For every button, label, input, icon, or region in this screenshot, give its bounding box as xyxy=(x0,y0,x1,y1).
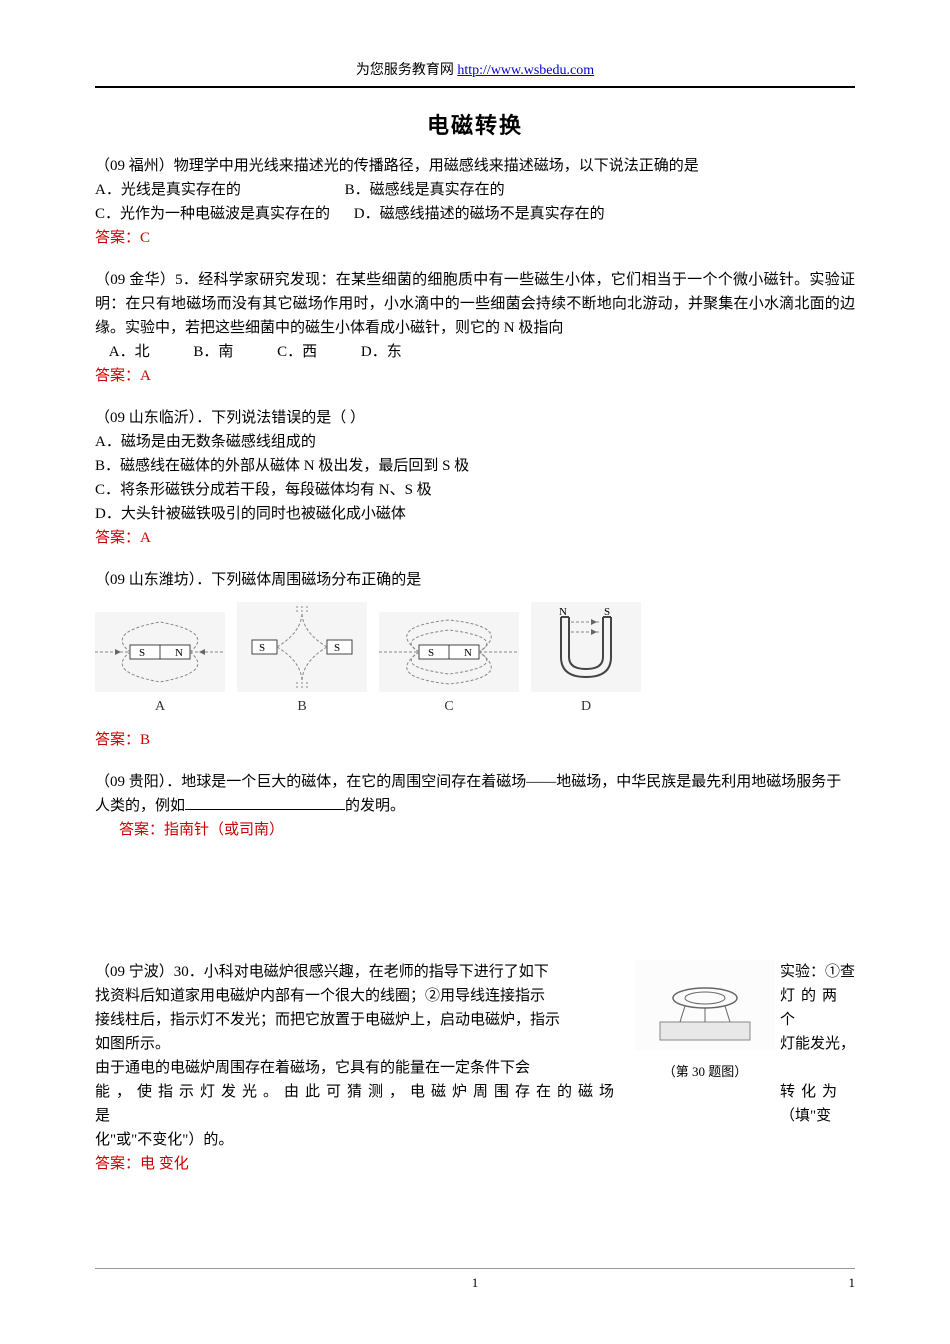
question-2: （09 金华）5．经科学家研究发现：在某些细菌的细胞质中有一些磁生小体，它们相当… xyxy=(95,268,855,388)
svg-text:S: S xyxy=(139,647,145,659)
bar-magnet-c-icon: S N xyxy=(379,612,519,692)
svg-text:N: N xyxy=(175,647,183,659)
q3-opt-c: C．将条形磁铁分成若干段，每段磁体均有 N、S 极 xyxy=(95,478,855,502)
bar-magnet-a-icon: S N xyxy=(95,612,225,692)
question-5: （09 贵阳）．地球是一个巨大的磁体，在它的周围空间存在着磁场——地磁场，中华民… xyxy=(95,770,855,842)
induction-cooker-icon xyxy=(635,960,775,1050)
page-title: 电磁转换 xyxy=(95,108,855,143)
q5-stem-part1: （09 贵阳）．地球是一个巨大的磁体，在它的周围空间存在着磁场——地磁场，中华民… xyxy=(95,774,841,814)
q3-opt-a: A．磁场是由无数条磁感线组成的 xyxy=(95,430,855,454)
q2-opt-c: C．西 xyxy=(277,340,317,364)
footer-right: 1 xyxy=(849,1273,856,1294)
q5-blank xyxy=(185,809,345,810)
q3-stem: （09 山东临沂）．下列说法错误的是（ ） xyxy=(95,406,855,430)
q9-line4: 如图所示。 xyxy=(95,1032,630,1056)
question-4: （09 山东潍坊）．下列磁体周围磁场分布正确的是 S N A xyxy=(95,568,855,752)
q1-opt-a: A．光线是真实存在的 xyxy=(95,178,241,202)
q4-diagram-c: S N C xyxy=(379,612,519,718)
q2-opt-a: A．北 xyxy=(109,340,150,364)
header: 为您服务教育网 http://www.wsbedu.com xyxy=(95,60,855,88)
q2-opt-d: D．东 xyxy=(361,340,402,364)
q4-diagram-b: S S B xyxy=(237,602,367,718)
svg-text:S: S xyxy=(259,642,265,654)
q9-line2a: 找资料后知道家用电磁炉内部有一个很大的线圈；②用导线连接指示 xyxy=(95,984,630,1008)
q2-opt-b: B．南 xyxy=(193,340,233,364)
footer-center: 1 xyxy=(472,1275,479,1290)
q9-line3a: 接线柱后，指示灯不发光；而把它放置于电磁炉上，启动电磁炉，指示 xyxy=(95,1008,630,1032)
q3-answer: 答案：A xyxy=(95,526,855,550)
q9-caption: （第 30 题图） xyxy=(630,1062,780,1083)
footer: 1 1 xyxy=(95,1268,855,1294)
q9-line6a: 能，使指示灯发光。由此可猜测，电磁炉周围存在的磁场是 xyxy=(95,1080,630,1128)
q9-line1b: 实验：①查 xyxy=(780,960,855,984)
spacer xyxy=(95,860,855,960)
svg-text:N: N xyxy=(559,606,567,618)
q2-stem: （09 金华）5．经科学家研究发现：在某些细菌的细胞质中有一些磁生小体，它们相当… xyxy=(95,268,855,340)
q4-diagram-d: N S D xyxy=(531,602,641,718)
header-text: 为您服务教育网 http://www.wsbedu.com xyxy=(95,60,855,82)
q4-label-c: C xyxy=(444,696,453,718)
svg-text:S: S xyxy=(334,642,340,654)
q3-opt-b: B．磁感线在磁体的外部从磁体 N 极出发，最后回到 S 极 xyxy=(95,454,855,478)
q1-stem: （09 福州）物理学中用光线来描述光的传播路径，用磁感线来描述磁场，以下说法正确… xyxy=(95,154,855,178)
svg-text:S: S xyxy=(604,606,610,618)
q5-stem: （09 贵阳）．地球是一个巨大的磁体，在它的周围空间存在着磁场——地磁场，中华民… xyxy=(95,770,855,818)
question-1: （09 福州）物理学中用光线来描述光的传播路径，用磁感线来描述磁场，以下说法正确… xyxy=(95,154,855,250)
question-3: （09 山东临沂）．下列说法错误的是（ ） A．磁场是由无数条磁感线组成的 B．… xyxy=(95,406,855,550)
q1-opt-d: D．磁感线描述的磁场不是真实存在的 xyxy=(354,202,605,226)
horseshoe-d-icon: N S xyxy=(531,602,641,692)
q4-stem: （09 山东潍坊）．下列磁体周围磁场分布正确的是 xyxy=(95,568,855,592)
q1-answer: 答案：C xyxy=(95,226,855,250)
q9-line3b: 灯能发光， xyxy=(780,1032,855,1056)
q9-text-col: （09 宁波）30．小科对电磁炉很感兴趣，在老师的指导下进行了如下 找资料后知道… xyxy=(95,960,630,1128)
site-name: 为您服务教育网 xyxy=(356,63,458,78)
q9-text-col-right: 实验：①查 灯的两个 灯能发光， 转化为 （填"变 xyxy=(780,960,855,1128)
svg-text:S: S xyxy=(428,647,434,659)
footer-rule xyxy=(95,1268,855,1269)
q3-opt-d: D．大头针被磁铁吸引的同时也被磁化成小磁体 xyxy=(95,502,855,526)
header-rule xyxy=(95,86,855,88)
q9-line5a: 由于通电的电磁炉周围存在着磁场，它具有的能量在一定条件下会 xyxy=(95,1056,630,1080)
q2-answer: 答案：A xyxy=(95,364,855,388)
header-link[interactable]: http://www.wsbedu.com xyxy=(457,63,594,78)
svg-text:N: N xyxy=(464,647,472,659)
q1-options-row1: A．光线是真实存在的 B．磁感线是真实存在的 xyxy=(95,178,855,202)
q9-line1a: （09 宁波）30．小科对电磁炉很感兴趣，在老师的指导下进行了如下 xyxy=(95,960,630,984)
q9-answer: 答案：电 变化 xyxy=(95,1152,855,1176)
question-9: （09 宁波）30．小科对电磁炉很感兴趣，在老师的指导下进行了如下 找资料后知道… xyxy=(95,960,855,1176)
q1-options-row2: C．光作为一种电磁波是真实存在的 D．磁感线描述的磁场不是真实存在的 xyxy=(95,202,855,226)
q4-label-d: D xyxy=(581,696,591,718)
q2-options: A．北 B．南 C．西 D．东 xyxy=(95,340,855,364)
q1-opt-c: C．光作为一种电磁波是真实存在的 xyxy=(95,202,330,226)
q9-line6b: （填"变 xyxy=(780,1104,855,1128)
q4-label-a: A xyxy=(155,696,165,718)
q9-line4b xyxy=(780,1056,855,1080)
q9-figure-col: （第 30 题图） xyxy=(630,960,780,1128)
q4-label-b: B xyxy=(297,696,306,718)
q9-line7: 化"或"不变化"）的。 xyxy=(95,1128,855,1152)
q5-answer: 答案：指南针（或司南） xyxy=(95,818,855,842)
q5-stem-part2: 的发明。 xyxy=(345,798,405,814)
two-magnets-b-icon: S S xyxy=(237,602,367,692)
q9-line2b: 灯的两个 xyxy=(780,984,855,1032)
q9-line5b: 转化为 xyxy=(780,1080,855,1104)
q4-diagram-row: S N A S S xyxy=(95,602,855,718)
q4-answer: 答案：B xyxy=(95,728,855,752)
q4-diagram-a: S N A xyxy=(95,612,225,718)
q1-opt-b: B．磁感线是真实存在的 xyxy=(345,178,505,202)
